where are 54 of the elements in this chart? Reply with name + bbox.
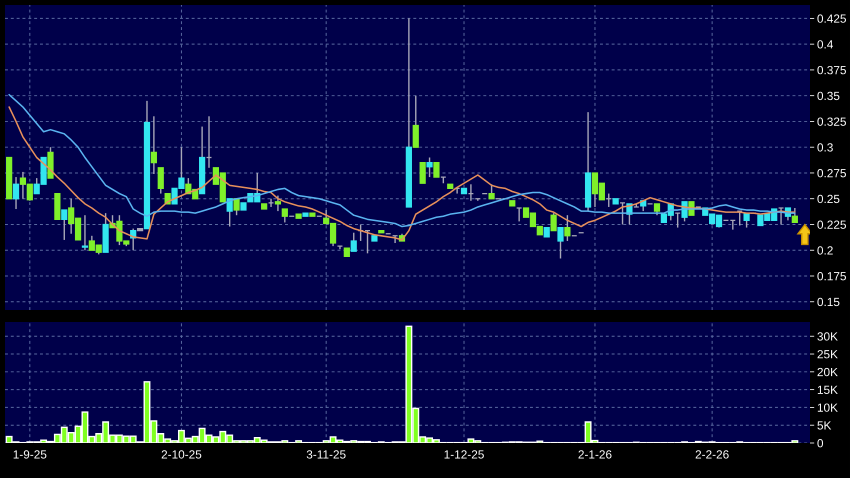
y-tick-label: 30K: [817, 332, 838, 341]
y-tick-label: 0.15: [817, 298, 840, 306]
candlestick: [468, 184, 474, 202]
y-tick-label: 0: [817, 439, 824, 448]
y-tick-label: 0.325: [817, 117, 846, 126]
y-tick-label: 0.3: [817, 143, 833, 152]
y-tick-label: 0.2: [817, 246, 833, 255]
x-tick-label: 3-11-25: [306, 450, 346, 459]
candlestick: [226, 198, 233, 228]
x-tick-label: 2-1-26: [578, 450, 612, 459]
y-tick-label: 5K: [817, 421, 832, 430]
candlestick: [516, 207, 522, 222]
y-tick-label: 0.175: [817, 272, 846, 280]
candlestick: [61, 209, 68, 241]
candlestick: [82, 214, 88, 251]
candlestick: [206, 116, 212, 168]
candlestick: [736, 210, 743, 226]
candlestick: [358, 224, 364, 242]
candlestick: [158, 167, 164, 194]
candlestick: [550, 212, 557, 232]
candlestick: [619, 202, 626, 226]
candlestick: [433, 162, 440, 178]
candlestick: [730, 220, 736, 230]
candlestick: [557, 226, 564, 260]
candlestick: [350, 232, 357, 252]
y-tick-label: 0.425: [817, 14, 846, 23]
candlestick: [364, 230, 371, 254]
y-tick-label: 25K: [818, 350, 838, 358]
x-tick-label: 1-12-25: [444, 450, 484, 459]
y-tick-label: 0.375: [817, 66, 846, 74]
y-tick-label: 15K: [818, 386, 838, 394]
candlestick: [778, 207, 784, 226]
candlestick: [150, 116, 157, 175]
x-tick-label: 2-2-26: [696, 450, 729, 459]
candlestick: [792, 207, 798, 224]
candlestick: [544, 226, 550, 238]
candlestick: [420, 162, 426, 184]
y-tick-label: 0.35: [817, 92, 840, 100]
y-tick-label: 0.4: [817, 40, 834, 49]
y-tick-label: 10K: [818, 403, 838, 412]
candlestick: [12, 176, 20, 210]
candlestick: [674, 212, 681, 228]
x-tick-label: 1-9-25: [14, 450, 46, 459]
y-tick-label: 0.275: [817, 168, 846, 178]
x-tick-label: 2-10-25: [162, 450, 202, 459]
line-series: [8, 106, 796, 241]
candlestick: [606, 192, 612, 208]
candlestick: [412, 94, 419, 148]
candlestick: [426, 156, 433, 178]
line-series: [8, 94, 796, 228]
y-tick-label: 0.225: [817, 220, 846, 229]
y-tick-label: 20K: [818, 368, 838, 376]
y-tick-label: 0.25: [817, 194, 840, 204]
candlestick: [440, 176, 446, 184]
